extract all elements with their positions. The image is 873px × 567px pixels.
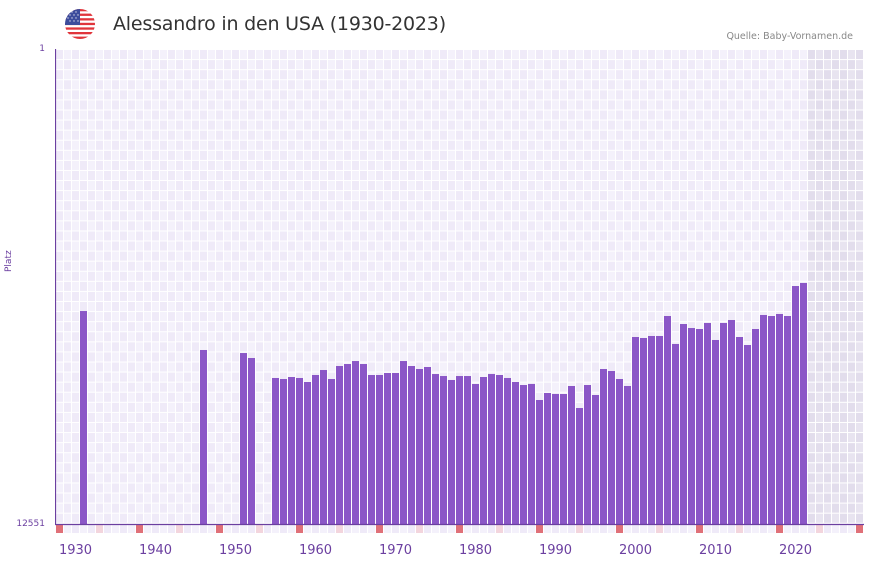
bar-1984 — [504, 377, 511, 524]
bar-2014 — [744, 345, 751, 524]
x-tick-1970: 1970 — [378, 543, 413, 558]
x-tick-2000: 2000 — [618, 543, 653, 558]
x-tick-1930: 1930 — [58, 543, 93, 558]
x-tick-1940: 1940 — [138, 543, 173, 558]
bar-1974 — [424, 366, 431, 524]
y-tick-top: 1 — [39, 44, 45, 54]
bar-1946 — [200, 349, 207, 524]
bar-2004 — [664, 316, 671, 524]
bar-1978 — [456, 376, 463, 524]
x-tick-1980: 1980 — [458, 543, 493, 558]
bar-1973 — [416, 368, 423, 524]
bar-2001 — [640, 337, 647, 524]
bar-1983 — [496, 375, 503, 524]
bar-2012 — [728, 320, 735, 524]
bar-1967 — [368, 375, 375, 524]
bar-1962 — [328, 379, 335, 524]
bar-2021 — [800, 282, 807, 524]
bar-2016 — [760, 314, 767, 524]
bar-1952 — [248, 358, 255, 524]
bar-1971 — [400, 361, 407, 524]
source-label: Quelle: Baby-Vornamen.de — [726, 31, 853, 42]
bar-2010 — [712, 339, 719, 524]
x-tick-1990: 1990 — [538, 543, 573, 558]
bar-1980 — [472, 383, 479, 524]
bar-1960 — [312, 375, 319, 524]
bar-1985 — [512, 381, 519, 524]
bar-2006 — [680, 324, 687, 524]
bar-2020 — [792, 286, 799, 524]
bar-1979 — [464, 376, 471, 524]
bar-2017 — [768, 316, 775, 524]
bar-1981 — [480, 377, 487, 524]
bar-1991 — [560, 393, 567, 524]
bar-1963 — [336, 366, 343, 524]
bar-2018 — [776, 314, 783, 524]
bar-1964 — [344, 364, 351, 524]
bar-1977 — [448, 379, 455, 524]
x-tick-1950: 1950 — [218, 543, 253, 558]
bar-1994 — [584, 385, 591, 524]
bar-1958 — [296, 377, 303, 524]
chart-title: Alessandro in den USA (1930-2023) — [113, 13, 446, 35]
bar-1990 — [552, 393, 559, 524]
bar-1968 — [376, 375, 383, 524]
bar-1969 — [384, 372, 391, 524]
x-tick-2020: 2020 — [778, 543, 813, 558]
bar-1995 — [592, 394, 599, 524]
bar-1975 — [432, 374, 439, 524]
bar-1959 — [304, 381, 311, 524]
x-tick-1960: 1960 — [298, 543, 333, 558]
bar-2009 — [704, 322, 711, 524]
bar-2019 — [784, 316, 791, 524]
y-axis-label: Platz — [4, 250, 14, 272]
bar-1986 — [520, 385, 527, 524]
bar-1972 — [408, 366, 415, 524]
bar-1987 — [528, 383, 535, 524]
bar-1976 — [440, 376, 447, 524]
bar-2003 — [656, 335, 663, 524]
bar-1956 — [280, 379, 287, 524]
bar-2002 — [648, 335, 655, 524]
bar-1931 — [80, 311, 87, 524]
bar-1955 — [272, 377, 279, 524]
bar-1993 — [576, 408, 583, 524]
bar-1999 — [624, 385, 631, 524]
us-flag-icon — [65, 9, 95, 39]
bar-1966 — [360, 364, 367, 524]
bar-2005 — [672, 343, 679, 524]
bar-2007 — [688, 328, 695, 524]
bar-1998 — [616, 379, 623, 524]
bar-2015 — [752, 328, 759, 524]
bar-2000 — [632, 337, 639, 524]
bar-1989 — [544, 392, 551, 524]
y-tick-bottom: 12551 — [16, 519, 45, 529]
bar-1996 — [600, 368, 607, 524]
bar-1965 — [352, 361, 359, 524]
bar-1957 — [288, 377, 295, 524]
bar-1961 — [320, 370, 327, 524]
bar-1992 — [568, 385, 575, 524]
x-tick-2010: 2010 — [698, 543, 733, 558]
bar-1997 — [608, 370, 615, 524]
bar-1951 — [240, 353, 247, 524]
bar-2013 — [736, 337, 743, 524]
bar-2008 — [696, 328, 703, 524]
bar-1988 — [536, 400, 543, 524]
bar-2011 — [720, 322, 727, 524]
bar-1982 — [488, 374, 495, 524]
bar-chart-plot — [55, 49, 864, 533]
bar-1970 — [392, 372, 399, 524]
